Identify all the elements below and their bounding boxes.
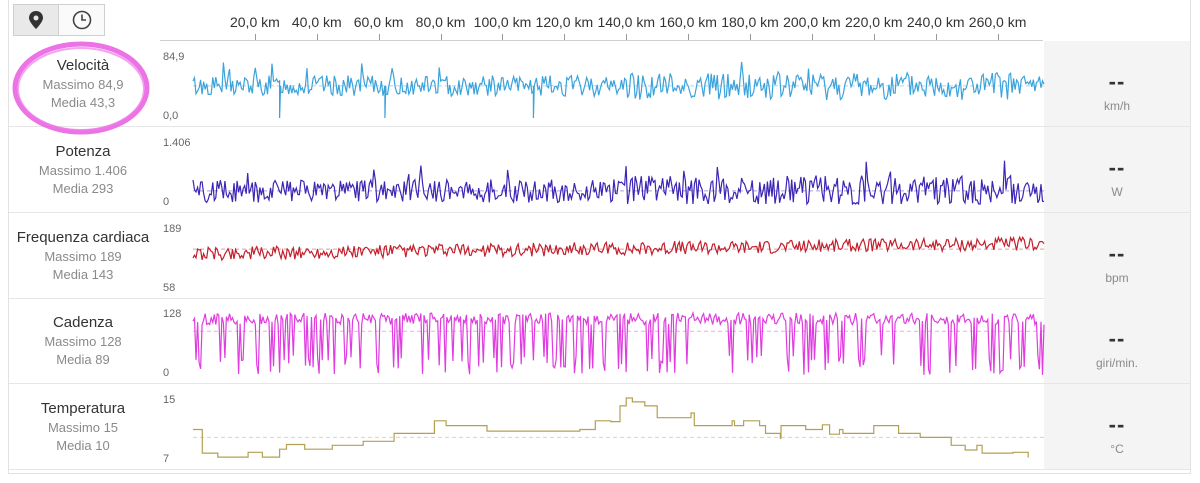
metric-current-value: -- [1108,155,1126,180]
y-max-label: 189 [163,223,182,235]
row-divider [9,298,1190,299]
time-view-button[interactable] [59,4,105,36]
x-tick-mark [626,34,628,40]
view-toggle [13,4,105,36]
x-tick-label: 100,0 km [473,14,532,30]
metric-row: Frequenza cardiaca Massimo 189 Media 143 --… [9,213,1190,299]
highlight-circle [12,41,150,135]
metric-avg: Media 43,3 [50,95,116,110]
y-min-label: 7 [163,453,170,465]
metric-max: Massimo 189 [44,249,122,264]
metric-row: Velocità Massimo 84,9 Media 43,3 -- km/h 84,9… [9,41,1190,127]
metric-max: Massimo 1.406 [38,163,128,178]
row-divider [9,383,1190,384]
metric-avg: Media 10 [56,438,110,453]
metric-unit: W [1111,185,1123,199]
metric-avg: Media 89 [56,352,110,367]
y-max-label: 84,9 [163,51,185,63]
row-divider [9,469,1190,470]
x-axis-line [160,40,1043,41]
y-min-label: 0 [163,196,170,208]
metric-avg: Media 143 [52,267,114,282]
x-tick-mark [688,34,690,40]
distance-view-button[interactable] [13,4,59,36]
metric-max: Massimo 84,9 [42,77,124,92]
x-tick-label: 160,0 km [659,14,717,30]
y-max-label: 15 [163,394,176,406]
metric-current-panel: -- bpm [1044,213,1190,298]
x-tick-mark [873,34,875,40]
metric-unit: km/h [1103,99,1130,113]
metric-name: Frequenza cardiaca [16,229,150,246]
map-pin-icon [29,11,43,29]
y-max-label: 128 [163,308,182,320]
x-tick-mark [254,34,256,40]
x-axis: 20,0 km 40,0 km 60,0 km 80,0 km 100,0 km 120,… [0,0,1200,41]
metric-summary: Cadenza Massimo 128 Media 89 [9,314,157,367]
metric-name: Velocità [56,57,110,74]
metric-name: Potenza [55,143,111,160]
metric-max: Massimo 15 [47,420,119,435]
metric-current-panel: -- °C [1044,384,1190,469]
metric-current-value: -- [1108,241,1126,266]
x-tick-label: 80,0 km [415,14,466,30]
metric-avg: Media 293 [52,181,114,196]
metric-row: Potenza Massimo 1.406 Media 293 -- W 1.406 0 [9,127,1190,213]
metric-current-value: -- [1108,326,1126,351]
row-divider [9,212,1190,213]
metric-current-value: -- [1108,69,1126,94]
y-max-label: 1.406 [163,137,191,149]
y-min-label: 0,0 [163,110,179,122]
y-min-label: 0 [163,367,170,379]
x-tick-label: 120,0 km [535,14,594,30]
x-tick-label: 260,0 km [968,14,1027,30]
x-tick-mark [997,34,999,40]
y-min-label: 58 [163,282,176,294]
x-tick-label: 140,0 km [597,14,656,30]
clock-icon [72,10,91,30]
x-tick-label: 240,0 km [906,14,965,30]
x-tick-mark [316,34,318,40]
metric-summary: Temperatura Massimo 15 Media 10 [9,400,157,453]
x-tick-label: 180,0 km [721,14,779,30]
metric-name: Cadenza [52,314,114,331]
metric-summary: Potenza Massimo 1.406 Media 293 [9,143,157,196]
x-tick-mark [378,34,380,40]
metric-current-panel: -- W [1044,127,1190,212]
metric-unit: bpm [1105,271,1129,285]
x-tick-mark [440,34,442,40]
x-tick-label: 20,0 km [229,14,280,30]
x-tick-label: 220,0 km [845,14,903,30]
metric-unit: °C [1110,442,1124,456]
x-tick-label: 60,0 km [353,14,404,30]
x-tick-mark [502,34,504,40]
metric-current-panel: -- km/h [1044,41,1190,126]
x-tick-mark [750,34,752,40]
row-divider [9,126,1190,127]
x-tick-mark [811,34,813,40]
metric-summary: Velocità Massimo 84,9 Media 43,3 [9,57,157,110]
x-tick-label: 40,0 km [291,14,342,30]
x-tick-mark [935,34,937,40]
metric-name: Temperatura [40,400,126,417]
metric-row: Temperatura Massimo 15 Media 10 -- °C 15 7 [9,384,1190,470]
metric-max: Massimo 128 [44,334,122,349]
x-tick-mark [564,34,566,40]
metric-unit: giri/min. [1095,356,1138,370]
metric-current-value: -- [1108,412,1126,437]
metric-row: Cadenza Massimo 128 Media 89 -- giri/min. 128… [9,298,1190,384]
metric-current-panel: -- giri/min. [1044,298,1190,383]
metric-summary: Frequenza cardiaca Massimo 189 Media 143 [9,229,157,282]
x-tick-label: 200,0 km [783,14,841,30]
chart-frame [8,0,1191,474]
